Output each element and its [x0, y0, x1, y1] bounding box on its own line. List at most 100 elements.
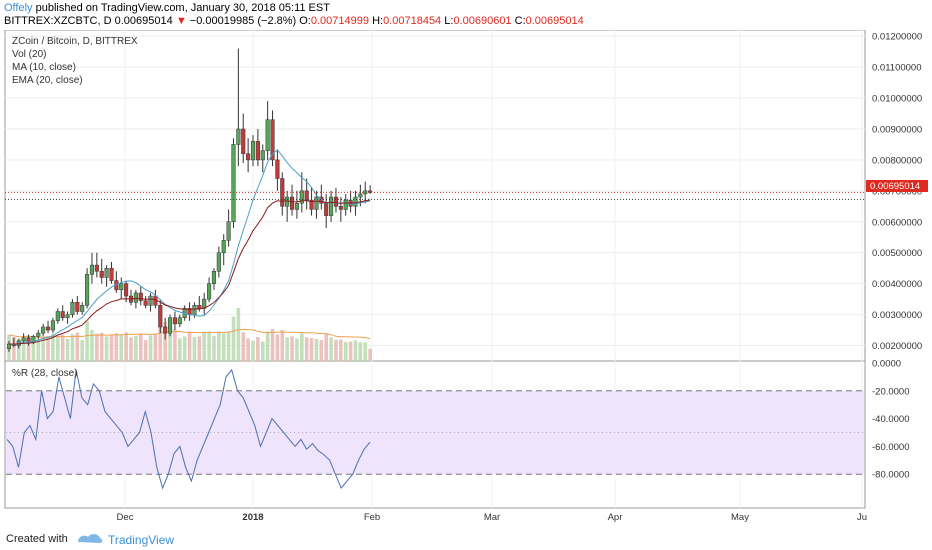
candle-body	[167, 317, 173, 334]
candle-body	[236, 128, 241, 145]
ema-line	[8, 199, 371, 345]
candlestick	[231, 138, 236, 228]
candle-body	[36, 332, 41, 337]
volume-bar	[99, 332, 104, 361]
price-tick-label: 0.00200000	[872, 341, 922, 352]
candle-body	[231, 144, 236, 223]
candle-body	[70, 301, 75, 315]
volume-bar	[221, 333, 226, 361]
volume-bar	[309, 338, 314, 361]
candle-body	[358, 193, 363, 198]
candlestick	[353, 190, 358, 216]
volume-bar	[56, 335, 60, 361]
candle-body	[138, 292, 143, 301]
tradingview-brand[interactable]: TradingView	[108, 533, 175, 547]
volume-bar	[114, 333, 119, 361]
volume-bar	[70, 334, 75, 361]
price-pane[interactable]	[4, 30, 866, 362]
candle-body	[109, 267, 114, 281]
candle-body	[221, 240, 226, 253]
author-link[interactable]: Offely	[4, 2, 33, 14]
oscillator-tick-label: -20.0000	[872, 386, 910, 397]
price-tick-label: 0.00600000	[872, 217, 922, 228]
candle-body	[75, 301, 80, 312]
candle-body	[172, 317, 177, 325]
price-tick-label: 0.00400000	[872, 279, 922, 290]
volume-bar	[153, 333, 158, 361]
candle-body	[6, 343, 12, 349]
oscillator-tick-label: -80.0000	[872, 470, 910, 481]
candle-body	[80, 305, 85, 312]
low-value: 0.00690601	[453, 15, 512, 27]
candle-body	[192, 305, 197, 315]
candle-body	[270, 119, 275, 161]
candlestick	[60, 305, 65, 321]
candlestick	[148, 292, 153, 312]
candlestick	[236, 48, 241, 167]
volume-bar	[90, 329, 94, 361]
volume-bar	[158, 308, 163, 361]
volume-bar	[104, 336, 109, 361]
candle-body	[94, 264, 99, 272]
candle-body	[99, 271, 104, 278]
candlestick	[260, 144, 265, 173]
price-tick-label: 0.01100000	[872, 63, 922, 74]
volume-bar	[290, 336, 294, 361]
candle-body	[329, 196, 334, 216]
candle-body	[163, 326, 168, 334]
candlestick	[119, 277, 124, 300]
price-tick-label: 0.00300000	[872, 310, 922, 321]
legend-vol: Vol (20)	[12, 49, 46, 60]
volume-bar	[260, 341, 265, 361]
indicator-lines	[5, 148, 865, 346]
volume-bar	[319, 340, 324, 361]
last-price-tag	[866, 180, 928, 192]
volume-bar	[138, 334, 143, 361]
volume-bar	[231, 316, 236, 361]
volume-bar	[339, 339, 343, 361]
volume-bar	[217, 331, 221, 361]
candle-body	[216, 252, 221, 272]
time-axis[interactable]: Dec 2018 Feb Mar Apr May Ju	[117, 512, 867, 523]
candlestick	[94, 252, 99, 278]
volume-bar	[300, 333, 304, 361]
candle-body	[197, 305, 202, 309]
volume-bar	[212, 336, 216, 361]
candle-body	[324, 202, 329, 216]
candlestick	[270, 110, 275, 167]
volume-bar	[324, 334, 328, 361]
candlestick	[109, 262, 114, 284]
time-tick-label: Feb	[364, 512, 380, 523]
candle-body	[104, 267, 109, 278]
oscillator-axis[interactable]: 0.0000 -20.0000 -40.0000 -60.0000 -80.0000	[872, 359, 910, 481]
volume-bar	[236, 308, 241, 361]
candle-body	[50, 320, 55, 331]
candlestick	[226, 209, 231, 247]
candlestick	[289, 184, 295, 216]
volume-bar	[304, 337, 309, 361]
volume-bar	[95, 333, 99, 361]
candlestick	[246, 138, 251, 173]
volume-bar	[270, 329, 275, 361]
high-value: 0.00718454	[383, 15, 442, 27]
candlestick	[75, 296, 80, 315]
footer: Created with TradingView	[0, 527, 932, 550]
candle-body	[299, 190, 304, 204]
volume-bar	[119, 334, 124, 361]
candlestick	[80, 302, 85, 315]
candlestick	[50, 317, 55, 334]
volume-bar	[353, 340, 358, 361]
volume-bar	[368, 348, 372, 361]
candle-body	[89, 264, 95, 275]
volume-bar	[41, 336, 45, 361]
candle-body	[304, 190, 309, 201]
symbol-label: BITTREX:XZCBTC, D	[4, 15, 112, 27]
chart-canvas[interactable]: 0.01200000 0.01100000 0.01000000 0.00900000…	[0, 30, 932, 527]
candle-body	[55, 311, 60, 322]
volume-bar	[65, 338, 70, 361]
candlestick	[89, 252, 95, 284]
volume-bar	[348, 341, 353, 361]
candle-body	[133, 292, 138, 303]
tradingview-logo-icon[interactable]	[76, 531, 104, 545]
volume-bar	[85, 320, 89, 361]
